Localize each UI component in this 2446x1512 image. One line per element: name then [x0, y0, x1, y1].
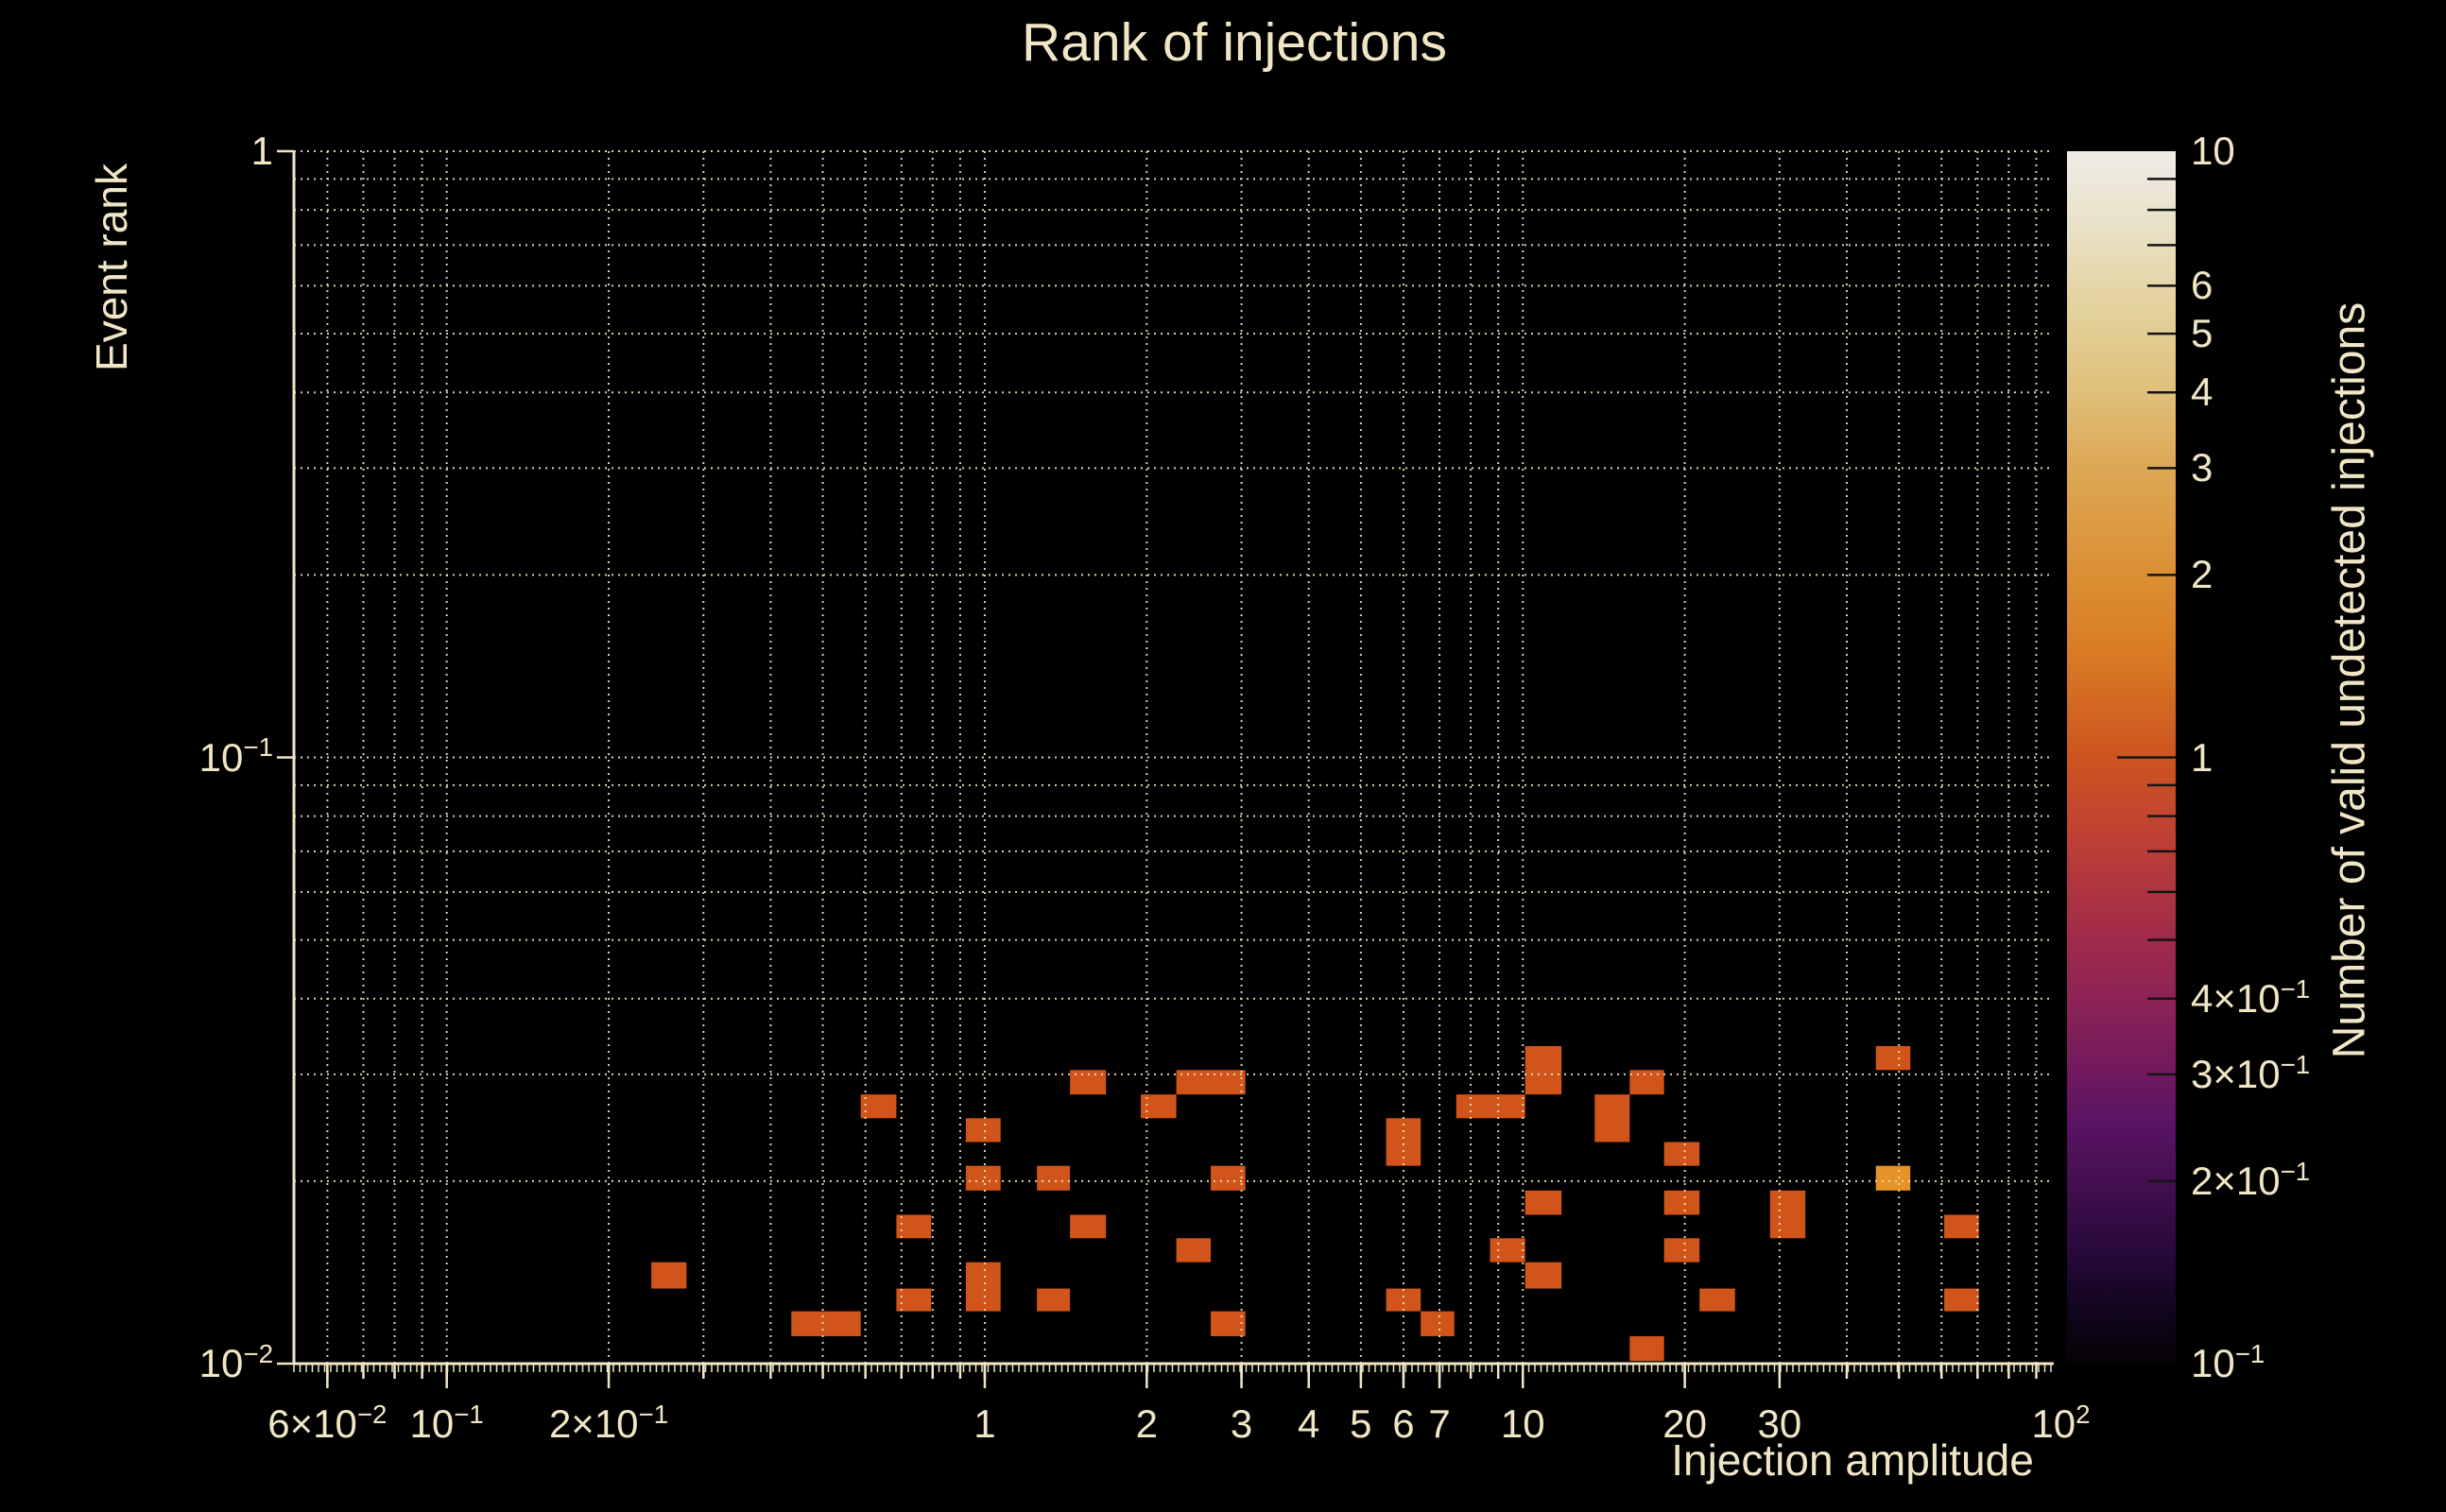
- y-axis-label: Event rank: [87, 163, 136, 371]
- heatmap-cell: [1037, 1288, 1071, 1312]
- heatmap-cell: [1524, 1262, 1562, 1289]
- x-tick-label: 10: [1500, 1401, 1545, 1446]
- colorbar-tick-label: 6: [2191, 263, 2213, 308]
- heatmap-cells: [651, 1046, 1979, 1362]
- x-ticks: [326, 1364, 2038, 1388]
- colorbar-label: Number of valid undetected injections: [2324, 301, 2375, 1059]
- grid-lines: [294, 150, 2054, 1364]
- heatmap-cell: [1663, 1238, 1700, 1263]
- heatmap-cell: [1176, 1238, 1212, 1263]
- heatmap-cell: [1629, 1070, 1664, 1095]
- heatmap-cell: [1699, 1288, 1735, 1312]
- heatmap-cell: [1629, 1335, 1664, 1362]
- heatmap-cell: [1524, 1046, 1562, 1095]
- x-tick-label: 6: [1392, 1401, 1415, 1446]
- colorbar-tick-label: 1: [2191, 734, 2213, 780]
- colorbar-tick-label: 4: [2191, 369, 2213, 415]
- heatmap-cell: [1456, 1094, 1525, 1119]
- x-tick-label: 4: [1298, 1401, 1320, 1446]
- heatmap-cell: [1211, 1311, 1246, 1336]
- heatmap-cell: [1386, 1288, 1421, 1312]
- heatmap-cell: [965, 1118, 1001, 1143]
- heatmap-cell: [1875, 1046, 1911, 1071]
- heatmap-cell: [965, 1262, 1001, 1312]
- heatmap-cell: [1663, 1142, 1700, 1166]
- colorbar-tick-label: 3: [2191, 445, 2213, 490]
- y-tick-label: 10−2: [198, 1338, 273, 1385]
- heatmap-cell: [1594, 1094, 1630, 1143]
- x-tick-label: 2: [1135, 1401, 1159, 1446]
- x-tick-label: 7: [1428, 1401, 1451, 1446]
- heatmap-cell: [965, 1165, 1001, 1191]
- x-tick-label: 6×10−2: [267, 1399, 388, 1446]
- colorbar-tick-label: 10−1: [2191, 1338, 2265, 1385]
- colorbar-tick-label: 2: [2191, 552, 2213, 597]
- colorbar-tick-label: 10: [2191, 129, 2235, 173]
- colorbar-tick-label: 3×10−1: [2191, 1049, 2311, 1096]
- x-tick-label: 3: [1230, 1401, 1253, 1446]
- x-tick-label: 2×10−1: [548, 1399, 669, 1446]
- heatmap-cell: [860, 1094, 897, 1119]
- x-tick-label: 5: [1350, 1401, 1372, 1446]
- heatmap-cell: [791, 1311, 861, 1336]
- heatmap-cell: [1421, 1311, 1455, 1336]
- heatmap-cell: [1037, 1165, 1071, 1191]
- y-tick-label: 1: [250, 129, 273, 173]
- heatmap-cell: [651, 1262, 687, 1289]
- heatmap-cell: [1070, 1214, 1107, 1239]
- colorbar-tick-label: 2×10−1: [2191, 1156, 2311, 1203]
- heatmap-cell: [1875, 1165, 1911, 1191]
- chart-title: Rank of injections: [1022, 12, 1447, 73]
- x-axis-label: Injection amplitude: [1671, 1435, 2034, 1485]
- x-micro-ticks: [293, 1364, 2052, 1372]
- heatmap-cell: [1769, 1190, 1806, 1239]
- colorbar-tick-label: 4×10−1: [2191, 973, 2311, 1021]
- heatmap-cell: [1524, 1190, 1562, 1215]
- colorbar-ticks: [2117, 178, 2176, 1183]
- x-tick-label: 30: [1757, 1401, 1802, 1446]
- heatmap-cell: [896, 1214, 932, 1239]
- heatmap-cell: [1944, 1288, 1979, 1312]
- heatmap-cell: [1944, 1214, 1979, 1239]
- y-tick-label: 10−1: [198, 732, 273, 780]
- x-tick-label: 10−1: [409, 1399, 484, 1446]
- heatmap-cell: [1663, 1190, 1700, 1215]
- heatmap-cell: [1211, 1165, 1246, 1191]
- colorbar-tick-label: 5: [2191, 311, 2213, 356]
- x-tick-label: 102: [2031, 1399, 2091, 1446]
- y-ticks: [277, 149, 294, 1366]
- heatmap-cell: [896, 1288, 932, 1312]
- x-tick-label: 20: [1662, 1401, 1707, 1446]
- heatmap-cell: [1490, 1238, 1525, 1263]
- x-tick-label: 1: [973, 1401, 996, 1446]
